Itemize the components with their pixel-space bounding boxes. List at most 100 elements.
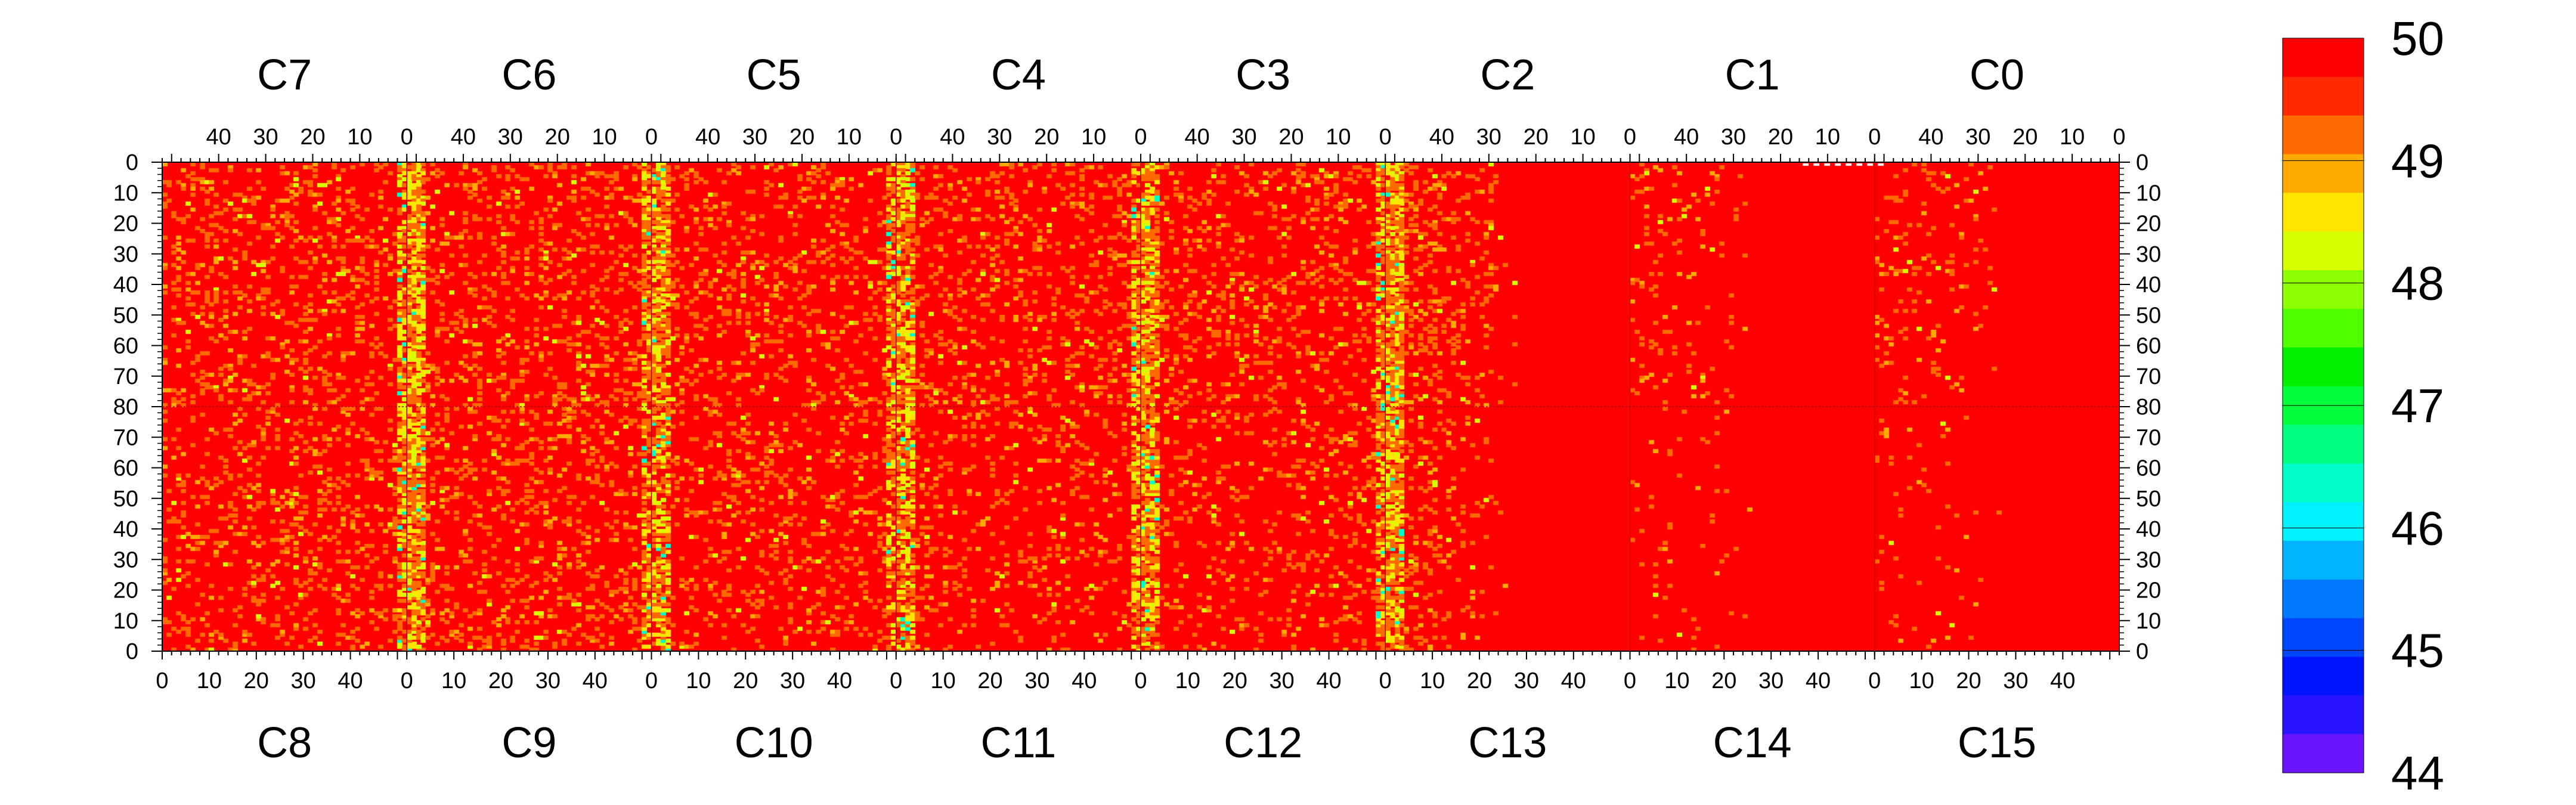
top-tick-label: 0 xyxy=(1624,125,1636,150)
bottom-tick-label: 20 xyxy=(977,668,1002,693)
top-tick-label: 30 xyxy=(987,125,1012,150)
bottom-tick-label: 10 xyxy=(1175,668,1200,693)
left-row-tick-label: 10 xyxy=(113,609,138,634)
right-row-tick-label: 40 xyxy=(2136,517,2161,542)
colorbar-segment xyxy=(2283,695,2364,735)
bottom-tick-label: 0 xyxy=(645,668,658,693)
left-row-tick-label: 0 xyxy=(126,150,138,175)
bottom-tick-label: 20 xyxy=(1222,668,1247,693)
right-row-tick-label: 60 xyxy=(2136,334,2161,359)
bottom-tick-label: 0 xyxy=(401,668,413,693)
top-tick-label: 20 xyxy=(1278,125,1304,150)
left-row-tick-label: 10 xyxy=(113,181,138,206)
colorbar-tick-label: 45 xyxy=(2391,624,2444,677)
top-tick-label: 20 xyxy=(545,125,570,150)
top-tick-label: 10 xyxy=(1081,125,1106,150)
top-tick-label: 20 xyxy=(1034,125,1059,150)
colorbar-tick-label: 47 xyxy=(2391,379,2444,432)
left-row-tick-label: 80 xyxy=(113,395,138,420)
bottom-tick-label: 20 xyxy=(1956,668,1981,693)
bottom-tick-label: 40 xyxy=(1561,668,1586,693)
top-tick-label: 10 xyxy=(837,125,862,150)
colorbar-segment xyxy=(2283,231,2364,271)
left-row-axis: 0 10 20 30 40 50 60 70 80 70 60 50 40 30 20 10 0 xyxy=(113,150,162,664)
colorbar-tick-label: 50 xyxy=(2391,12,2444,65)
colorbar-segment xyxy=(2283,734,2364,773)
top-tick-label: 10 xyxy=(592,125,617,150)
chip-label-top: C2 xyxy=(1480,51,1535,99)
bottom-tick-label: 10 xyxy=(197,668,222,693)
top-tick-label: 10 xyxy=(347,125,372,150)
chip-dividers xyxy=(162,162,2119,651)
top-tick-label: 40 xyxy=(206,125,231,150)
top-tick-label: 30 xyxy=(1231,125,1256,150)
top-tick-label: 30 xyxy=(742,125,767,150)
right-row-tick-label: 0 xyxy=(2136,150,2148,175)
top-tick-label: 20 xyxy=(2012,125,2038,150)
top-tick-label: 0 xyxy=(2113,125,2125,150)
top-tick-label: 0 xyxy=(1134,125,1147,150)
bottom-tick-label: 40 xyxy=(1072,668,1097,693)
colorbar-segment xyxy=(2283,76,2364,116)
bottom-tick-label: 0 xyxy=(1868,668,1881,693)
bottom-tick-label: 40 xyxy=(583,668,608,693)
colorbar-segment xyxy=(2283,540,2364,580)
top-tick-label: 40 xyxy=(940,125,965,150)
left-row-tick-label: 20 xyxy=(113,578,138,603)
chip-label-top: C3 xyxy=(1236,51,1290,99)
colorbar-segment xyxy=(2283,425,2364,464)
top-tick-label: 30 xyxy=(498,125,523,150)
bottom-tick-label: 40 xyxy=(338,668,363,693)
left-row-tick-label: 30 xyxy=(113,547,138,572)
bottom-tick-label: 30 xyxy=(2003,668,2028,693)
left-row-tick-label: 30 xyxy=(113,242,138,267)
right-row-tick-label: 20 xyxy=(2136,212,2161,237)
top-tick-label: 40 xyxy=(1185,125,1210,150)
right-row-tick-label: 10 xyxy=(2136,181,2161,206)
right-row-tick-label: 60 xyxy=(2136,456,2161,481)
colorbar-segment xyxy=(2283,154,2364,193)
top-tick-label: 0 xyxy=(1379,125,1392,150)
top-tick-label: 0 xyxy=(890,125,902,150)
chip-label-bottom: C12 xyxy=(1224,719,1302,767)
top-tick-label: 30 xyxy=(1721,125,1746,150)
bottom-tick-label: 30 xyxy=(1024,668,1049,693)
left-row-tick-label: 60 xyxy=(113,334,138,359)
bottom-tick-label: 20 xyxy=(244,668,269,693)
top-tick-label: 20 xyxy=(789,125,815,150)
right-row-tick-label: 30 xyxy=(2136,242,2161,267)
colorbar-segment xyxy=(2283,347,2364,387)
chip-label-bottom: C15 xyxy=(1958,719,2036,767)
left-row-tick-label: 50 xyxy=(113,303,138,328)
bottom-tick-label: 0 xyxy=(1134,668,1147,693)
bottom-tick-label: 40 xyxy=(2050,668,2075,693)
right-row-tick-label: 10 xyxy=(2136,609,2161,634)
chip-label-bottom: C9 xyxy=(501,719,556,767)
bottom-tick-label: 10 xyxy=(1420,668,1445,693)
bottom-tick-label: 30 xyxy=(535,668,561,693)
bottom-tick-label: 0 xyxy=(1379,668,1392,693)
right-row-tick-label: 50 xyxy=(2136,487,2161,512)
chip-label-top: C0 xyxy=(1970,51,2024,99)
left-row-tick-label: 60 xyxy=(113,456,138,481)
top-tick-label: 10 xyxy=(2060,125,2085,150)
chip-label-bottom: C13 xyxy=(1468,719,1547,767)
top-tick-label: 20 xyxy=(300,125,325,150)
bottom-tick-label: 30 xyxy=(1514,668,1539,693)
bottom-tick-label: 0 xyxy=(156,668,168,693)
colorbar: 50 49 48 47 46 45 44 xyxy=(2282,12,2444,800)
left-row-tick-label: 40 xyxy=(113,517,138,542)
top-tick-label: 40 xyxy=(1918,125,1943,150)
top-tick-label: 40 xyxy=(1429,125,1454,150)
colorbar-segment xyxy=(2283,193,2364,232)
left-row-tick-label: 0 xyxy=(126,639,138,664)
colorbar-tick-label: 46 xyxy=(2391,501,2444,555)
chip-label-bottom: C11 xyxy=(981,719,1057,767)
colorbar-segment xyxy=(2283,308,2364,348)
chip-label-bottom: C14 xyxy=(1713,719,1792,767)
colorbar-segment xyxy=(2283,115,2364,155)
colorbar-segment xyxy=(2283,270,2364,309)
top-tick-label: 40 xyxy=(695,125,720,150)
bottom-tick-label: 30 xyxy=(291,668,316,693)
